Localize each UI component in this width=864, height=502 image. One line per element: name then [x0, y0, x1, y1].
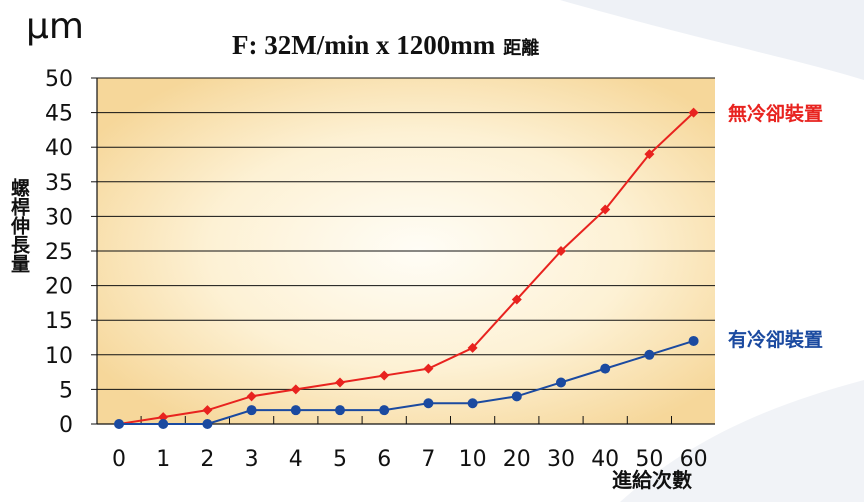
unit-label: μm — [26, 6, 84, 47]
data-point — [158, 419, 169, 429]
y-tick-label: 30 — [45, 205, 73, 230]
y-tick-label: 5 — [59, 378, 73, 403]
data-point — [423, 398, 434, 409]
x-tick-label: 5 — [333, 447, 347, 472]
series-line — [118, 111, 695, 425]
data-point — [246, 405, 257, 416]
x-tick-label: 1 — [156, 447, 170, 472]
y-tick-label: 20 — [45, 275, 73, 300]
data-point — [644, 349, 655, 360]
data-point — [202, 419, 213, 429]
x-tick-label: 7 — [421, 447, 435, 472]
chart-title: F: 32M/min x 1200mm 距離 — [232, 30, 539, 61]
x-tick-label: 10 — [459, 447, 487, 472]
chart-title-main: F: 32M/min x 1200mm — [232, 30, 496, 60]
data-point — [600, 363, 611, 374]
y-tick-label: 25 — [45, 240, 73, 265]
data-point — [556, 377, 566, 388]
y-tick-label: 15 — [45, 309, 73, 334]
x-tick-label: 4 — [289, 447, 303, 472]
x-axis-label: 進給次數 — [612, 468, 692, 492]
data-point — [423, 363, 434, 374]
data-point — [556, 246, 566, 256]
x-tick-label: 40 — [591, 447, 619, 472]
x-tick-label: 50 — [635, 447, 663, 472]
x-tick-label: 2 — [200, 447, 214, 472]
data-point — [290, 384, 301, 395]
legend-no-cooling: 無冷卻裝置 — [728, 103, 824, 125]
data-point — [467, 342, 478, 353]
series-line — [119, 340, 694, 425]
y-axis-label: 螺桿伸長量 — [8, 178, 30, 273]
data-point — [335, 377, 345, 388]
data-point — [688, 107, 699, 118]
x-tick-label: 0 — [112, 447, 126, 472]
y-tick-label: 40 — [45, 136, 73, 161]
data-point — [379, 405, 390, 416]
data-point — [379, 370, 390, 381]
data-point — [467, 398, 478, 409]
x-tick-label: 20 — [503, 447, 531, 472]
x-tick-label: 6 — [377, 447, 391, 472]
x-tick-label: 3 — [245, 447, 259, 472]
data-point — [335, 405, 345, 416]
data-point — [114, 419, 124, 429]
x-tick-label: 60 — [680, 447, 708, 472]
data-point — [158, 412, 169, 423]
data-point — [644, 149, 655, 160]
data-point — [600, 204, 611, 215]
y-tick-label: 35 — [45, 171, 73, 196]
chart-title-suffix: 距離 — [503, 38, 540, 59]
data-point — [688, 335, 699, 346]
data-point — [290, 405, 301, 416]
data-point — [511, 294, 522, 305]
legend-with-cooling: 有冷卻裝置 — [728, 329, 824, 351]
y-tick-label: 0 — [59, 413, 73, 438]
x-tick-label: 30 — [547, 447, 575, 472]
data-point — [511, 391, 522, 402]
data-point — [246, 391, 257, 402]
y-tick-label: 10 — [45, 344, 73, 369]
y-tick-label: 50 — [45, 67, 73, 92]
data-point — [202, 405, 213, 416]
y-tick-label: 45 — [45, 102, 73, 127]
